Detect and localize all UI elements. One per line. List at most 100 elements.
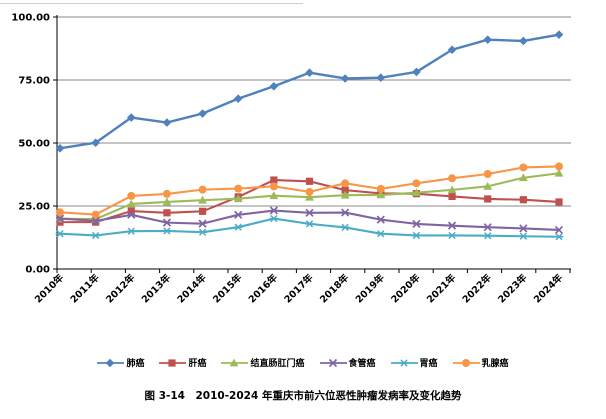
marker-diamond-icon [106, 358, 115, 367]
marker-star-icon [126, 227, 136, 235]
marker-x-icon [198, 219, 207, 228]
chart-legend: 肺癌 肝癌 结直肠肛门癌 食管癌 胃癌 乳腺癌 [0, 356, 606, 369]
marker-x-icon [554, 225, 564, 235]
marker-triangle-icon [269, 191, 279, 200]
marker-diamond-icon [447, 45, 457, 55]
marker-star-icon [483, 232, 493, 240]
x-axis-label: 2017年 [282, 271, 316, 305]
marker-x-icon [341, 208, 350, 217]
y-axis-label: 100.00 [11, 13, 50, 24]
marker-star-icon [55, 230, 65, 238]
marker-star-icon [376, 230, 386, 238]
marker-diamond-icon [91, 138, 100, 148]
x-axis-label: 2014年 [175, 271, 209, 305]
x-axis-label: 2021年 [424, 271, 458, 305]
legend-marker-sample [159, 358, 187, 367]
series-line [58, 33, 561, 150]
marker-star-icon [554, 233, 564, 241]
marker-star-icon [233, 223, 243, 231]
marker-circle-icon [341, 179, 350, 188]
marker-triangle-icon [412, 188, 421, 197]
marker-star-icon [340, 223, 350, 232]
marker-star-icon [412, 231, 421, 240]
marker-square-icon [270, 176, 278, 184]
marker-triangle-icon [162, 197, 172, 206]
marker-x-icon [483, 223, 492, 232]
marker-diamond-icon [554, 30, 564, 39]
x-axis-label: 2023年 [496, 271, 530, 305]
legend-item: 胃癌 [390, 356, 438, 369]
marker-circle-icon [412, 179, 421, 188]
legend-label: 肺癌 [126, 359, 145, 369]
legend-item: 肝癌 [159, 356, 206, 369]
x-axis-label: 2010年 [32, 271, 66, 305]
marker-triangle-icon [126, 199, 136, 208]
marker-circle-icon [91, 210, 100, 219]
x-axis-label: 2013年 [139, 271, 173, 305]
marker-circle-icon [234, 184, 243, 193]
marker-star-icon [305, 220, 314, 228]
marker-x-icon [519, 224, 528, 233]
marker-triangle-icon [518, 173, 528, 182]
legend-label: 结直肠肛门癌 [250, 359, 305, 369]
marker-diamond-icon [376, 73, 386, 83]
marker-star-icon [91, 231, 101, 240]
marker-triangle-icon [554, 168, 564, 177]
marker-triangle-icon [230, 358, 239, 366]
figure-caption: 图 3-14 2010-2024 年重庆市前六位恶性肿瘤发病率及变化趋势 [144, 390, 462, 402]
marker-circle-icon [162, 189, 171, 198]
x-axis-label: 2024年 [531, 271, 565, 305]
marker-x-icon [91, 216, 100, 225]
legend-item: 乳腺癌 [452, 356, 509, 369]
marker-square-icon [163, 209, 171, 217]
marker-star-icon [447, 231, 457, 240]
x-axis-label: 2020年 [389, 271, 423, 305]
marker-square-icon [127, 207, 135, 215]
marker-square-icon [305, 177, 314, 185]
marker-x-icon [127, 210, 136, 219]
marker-x-icon [55, 214, 65, 223]
marker-x-icon [234, 210, 243, 219]
marker-circle-icon [376, 184, 385, 193]
y-axis-label: 50.00 [18, 139, 50, 150]
marker-x-icon [328, 358, 337, 367]
marker-circle-icon [448, 174, 457, 183]
marker-circle-icon [461, 358, 470, 367]
marker-triangle-icon [340, 190, 350, 199]
marker-diamond-icon [269, 82, 279, 91]
marker-star-icon [198, 228, 207, 236]
marker-circle-icon [269, 182, 278, 191]
marker-triangle-icon [198, 195, 207, 204]
legend-label: 乳腺癌 [481, 359, 509, 369]
y-axis-label: 75.00 [18, 76, 50, 87]
marker-x-icon [162, 218, 172, 227]
marker-diamond-icon [162, 118, 172, 127]
x-axis-label: 2018年 [317, 271, 351, 305]
marker-triangle-icon [447, 185, 457, 194]
marker-x-icon [412, 219, 421, 228]
marker-circle-icon [305, 187, 314, 196]
line-chart: 0.00 25.00 50.00 75.00 100.00 2010年 2011年 2012年… [11, 13, 571, 306]
marker-square-icon [198, 207, 207, 215]
marker-square-icon [448, 192, 456, 201]
marker-diamond-icon [55, 143, 65, 153]
x-axis-label: 2011年 [68, 271, 102, 305]
marker-diamond-icon [198, 109, 207, 118]
legend-marker-sample [221, 358, 249, 366]
marker-diamond-icon [126, 113, 136, 122]
marker-triangle-icon [376, 190, 386, 199]
marker-x-icon [447, 221, 457, 230]
marker-square-icon [484, 195, 492, 203]
legend-item: 肺癌 [97, 356, 144, 369]
marker-diamond-icon [519, 36, 528, 46]
marker-circle-icon [483, 169, 492, 178]
marker-diamond-icon [340, 74, 350, 83]
legend-marker-sample [319, 358, 347, 367]
marker-square-icon [519, 196, 527, 204]
marker-circle-icon [127, 191, 136, 200]
marker-circle-icon [555, 162, 563, 171]
legend-label: 胃癌 [419, 359, 438, 369]
marker-star-icon [518, 232, 528, 240]
marker-diamond-icon [305, 68, 314, 77]
